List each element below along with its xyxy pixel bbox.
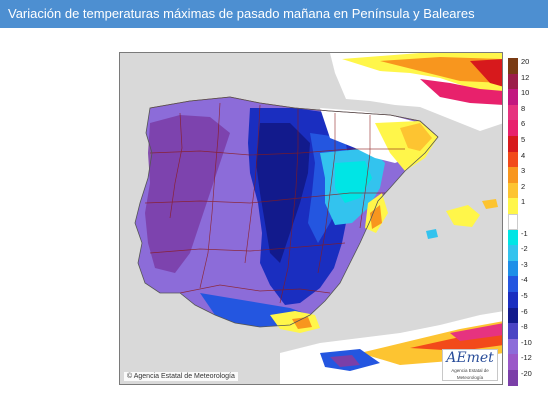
- legend-item: -12: [508, 354, 542, 370]
- legend-swatch: [508, 182, 518, 199]
- legend-swatch: [508, 89, 518, 105]
- legend-swatch: [508, 229, 518, 246]
- central-dark-blue: [256, 123, 310, 263]
- legend-label: 8: [521, 103, 526, 113]
- legend-swatch: [508, 307, 518, 324]
- legend-item: -8: [508, 323, 542, 339]
- legend-label: -20: [521, 369, 532, 378]
- legend-label: 5: [521, 135, 526, 144]
- legend-item: -4: [508, 276, 542, 292]
- legend-swatch: [508, 214, 518, 230]
- legend-item: -1: [508, 228, 542, 246]
- legend-swatch: [508, 167, 518, 183]
- east-cyan-core: [335, 161, 372, 203]
- legend-label: 4: [521, 150, 526, 160]
- legend-item: 20: [508, 58, 542, 74]
- aemet-logo-subtext: Agencia Estatal de Meteorología: [451, 368, 489, 380]
- north-africa-pink: [450, 323, 502, 341]
- legend-item: 2: [508, 181, 542, 199]
- legend-item: 5: [508, 136, 542, 152]
- legend-label: 10: [521, 88, 530, 98]
- france-pink-zone: [420, 79, 502, 105]
- legend-label: -5: [521, 291, 528, 300]
- legend-item: 4: [508, 150, 542, 168]
- temperature-map: [120, 53, 502, 384]
- france-red-zone: [470, 59, 502, 87]
- legend-label: -12: [521, 353, 532, 363]
- legend-item: 1: [508, 198, 542, 214]
- legend-label: 6: [521, 119, 526, 129]
- map-credit: © Agencia Estatal de Meteorología: [124, 372, 238, 381]
- aemet-logo: AEmet Agencia Estatal de Meteorología: [442, 349, 498, 381]
- legend-item: -5: [508, 292, 542, 308]
- legend-label: -8: [521, 322, 528, 332]
- color-legend: 20 12 10 8 6 5 4 3 2 1 -1 -2 -3 -4 -5 -6 -8 -10 -12 -20: [508, 58, 542, 386]
- coastline: [134, 96, 439, 328]
- legend-item: 6: [508, 120, 542, 136]
- legend-swatch: [508, 370, 518, 386]
- legend-label: 2: [521, 181, 526, 191]
- legend-item: [508, 214, 542, 230]
- legend-swatch: [508, 338, 518, 355]
- legend-swatch: [508, 354, 518, 370]
- balearic-menorca: [482, 199, 498, 209]
- legend-item: -3: [508, 259, 542, 277]
- north-africa-purple: [330, 355, 360, 367]
- legend-swatch: [508, 276, 518, 292]
- legend-label: 12: [521, 72, 530, 82]
- legend-label: -4: [521, 275, 528, 285]
- legend-label: -3: [521, 259, 528, 269]
- west-deep-purple: [145, 115, 230, 273]
- legend-item: 10: [508, 89, 542, 105]
- legend-swatch: [508, 73, 518, 90]
- balearic-ibiza: [426, 229, 438, 239]
- legend-label: 3: [521, 166, 526, 176]
- legend-swatch: [508, 323, 518, 339]
- catalonia-orange: [400, 123, 432, 151]
- legend-swatch: [508, 58, 518, 74]
- legend-swatch: [508, 151, 518, 168]
- legend-item: -2: [508, 245, 542, 261]
- valencia-orange: [370, 205, 382, 229]
- map-panel: © Agencia Estatal de Meteorología AEmet …: [119, 52, 503, 385]
- legend-label: -2: [521, 244, 528, 254]
- legend-swatch: [508, 136, 518, 152]
- legend-item: -10: [508, 337, 542, 355]
- legend-item: -20: [508, 370, 542, 386]
- legend-item: 12: [508, 72, 542, 90]
- legend-label: -6: [521, 306, 528, 316]
- legend-item: 8: [508, 103, 542, 121]
- balearic-mallorca: [446, 205, 480, 227]
- legend-swatch: [508, 198, 518, 214]
- legend-label: -1: [521, 228, 528, 238]
- legend-swatch: [508, 104, 518, 121]
- legend-item: 3: [508, 167, 542, 183]
- legend-swatch: [508, 260, 518, 277]
- legend-item: -6: [508, 306, 542, 324]
- south-coast-orange: [292, 317, 312, 329]
- legend-swatch: [508, 292, 518, 308]
- france-hot-zone: [380, 57, 502, 83]
- legend-swatch: [508, 245, 518, 261]
- legend-label: 20: [521, 57, 530, 66]
- legend-swatch: [508, 120, 518, 136]
- page-title: Variación de temperaturas máximas de pas…: [0, 0, 548, 28]
- legend-label: -10: [521, 337, 532, 347]
- legend-label: 1: [521, 197, 526, 207]
- aemet-logo-text: AEmet: [446, 350, 494, 366]
